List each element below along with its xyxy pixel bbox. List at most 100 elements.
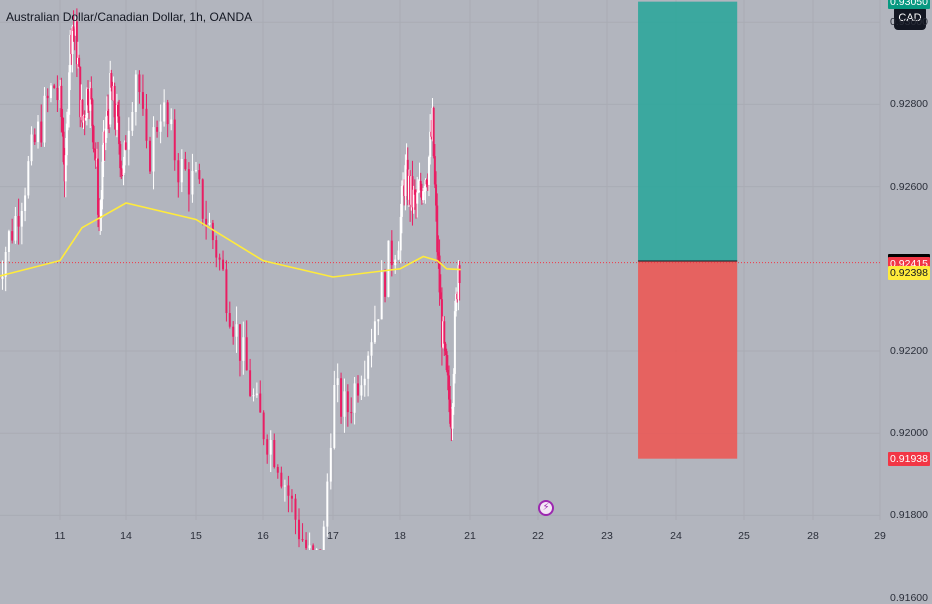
candle-body (459, 265, 461, 283)
candle-body (232, 327, 234, 337)
price-badge: 0.93050 (888, 0, 930, 9)
candle-body (249, 370, 251, 396)
candle-body (266, 439, 268, 454)
candle-body (371, 342, 373, 355)
loss-zone (638, 261, 737, 459)
candle-body (31, 135, 33, 162)
candle-body (205, 219, 207, 225)
candle-body (43, 96, 45, 143)
candle-body (252, 395, 254, 396)
candle-body (347, 391, 349, 412)
candle-body (215, 240, 217, 258)
candle-body (330, 448, 332, 482)
candle-body (401, 186, 403, 217)
candle-body (229, 313, 231, 327)
candle-body (256, 394, 258, 396)
candle-body (222, 260, 224, 270)
candle-body (90, 88, 92, 99)
candle-body (37, 122, 39, 143)
candle-body (291, 496, 293, 499)
candle-body (381, 272, 383, 319)
candle-body (170, 120, 172, 125)
candle-body (91, 100, 93, 127)
price-tick-label: 0.92800 (890, 98, 928, 110)
candle-body (364, 379, 366, 385)
candle-body (294, 499, 296, 520)
candle-body (174, 120, 176, 161)
chart-area[interactable]: Australian Dollar/Canadian Dollar, 1h, O… (0, 0, 932, 550)
time-tick-label: 15 (190, 530, 202, 542)
candle-body (340, 378, 342, 417)
candle-body (209, 223, 211, 225)
candle-body (188, 169, 190, 194)
candle-body (387, 241, 389, 297)
candle-body (167, 102, 169, 124)
candle-body (153, 127, 155, 171)
candle-body (50, 85, 52, 98)
candle-body (1, 277, 3, 279)
candle-body (40, 122, 42, 143)
time-tick-label: 16 (257, 530, 269, 542)
candle-body (219, 258, 221, 260)
candle-body (156, 127, 158, 132)
candle-body (242, 337, 244, 361)
price-tick-label: 0.91800 (890, 509, 928, 521)
time-tick-label: 24 (670, 530, 682, 542)
price-tick-label: 0.92000 (890, 427, 928, 439)
time-tick-label: 28 (807, 530, 819, 542)
candle-body (309, 545, 311, 548)
candle-body (277, 467, 279, 473)
candle-body (125, 142, 127, 149)
candle-body (394, 260, 396, 266)
candle-body (18, 216, 20, 227)
candle-body (163, 102, 165, 121)
candle-body (443, 321, 445, 343)
candle-body (8, 231, 10, 252)
candle-body (273, 440, 275, 467)
candle-body (239, 324, 241, 361)
price-tick-label: 0.91600 (890, 592, 928, 604)
candle-body (53, 85, 55, 87)
symbol-title: Australian Dollar/Canadian Dollar, 1h, O… (6, 10, 252, 24)
candle-body (236, 324, 238, 336)
candle-body (78, 58, 80, 67)
price-tick-label: 0.93000 (890, 16, 928, 28)
candle-body (47, 96, 49, 98)
price-chart[interactable] (0, 0, 932, 550)
candle-body (360, 385, 362, 395)
time-tick-label: 25 (738, 530, 750, 542)
candle-body (337, 378, 339, 385)
candle-body (377, 319, 379, 321)
candle-body (384, 272, 386, 297)
candle-body (398, 250, 400, 259)
candle-body (357, 383, 359, 395)
price-badge: 0.91938 (888, 452, 930, 466)
candle-body (454, 311, 456, 374)
candle-body (27, 161, 29, 195)
candle-body (118, 116, 120, 144)
candle-body (323, 527, 325, 550)
candle-body (138, 74, 140, 92)
profit-zone (638, 2, 737, 261)
candle-body (202, 179, 204, 219)
price-tick-label: 0.92600 (890, 181, 928, 193)
candle-body (312, 545, 314, 550)
candle-body (305, 540, 307, 548)
candle-body (263, 413, 265, 440)
candle-body (93, 126, 95, 149)
time-tick-label: 18 (394, 530, 406, 542)
candle-body (34, 135, 36, 143)
candle-body (298, 520, 300, 539)
candle-body (160, 121, 162, 131)
candle-body (270, 440, 272, 455)
candle-body (128, 131, 130, 150)
candle-body (5, 252, 7, 277)
candle-body (191, 171, 193, 195)
candle-body (259, 394, 261, 413)
lightning-icon[interactable]: ⚡ (538, 500, 554, 516)
candle-body (343, 391, 345, 416)
candle-body (287, 485, 289, 495)
candle-body (246, 337, 248, 370)
time-tick-label: 17 (327, 530, 339, 542)
candle-body (198, 170, 200, 179)
